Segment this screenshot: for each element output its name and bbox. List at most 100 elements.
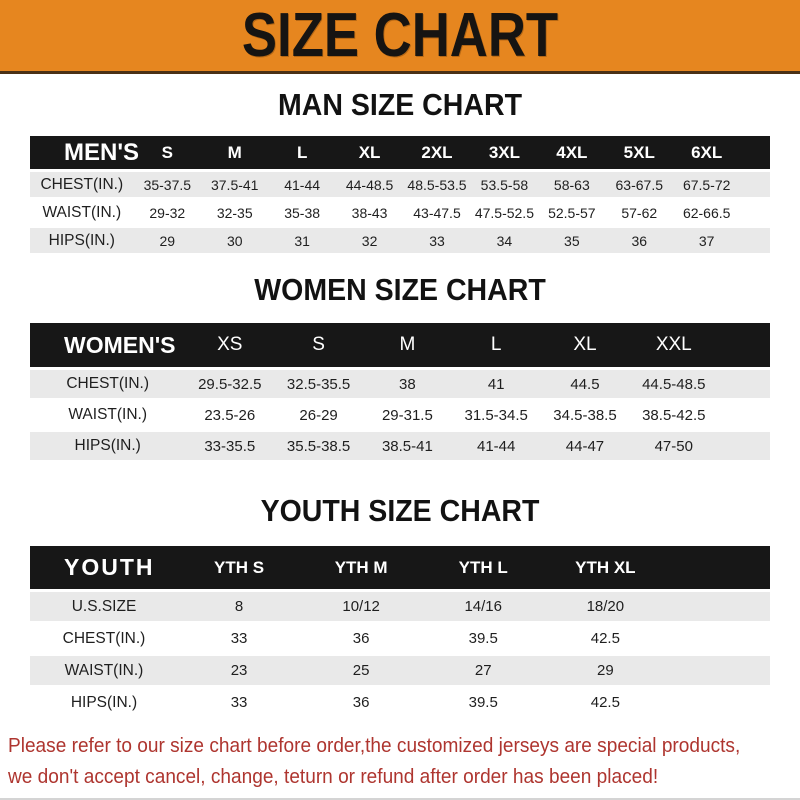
size-value: 33-35.5 [185,432,275,460]
column-header: L [268,136,336,169]
column-header: 4XL [538,136,606,169]
size-value: 33 [178,624,301,653]
women-size-table: WOMEN'S XS S M L XL XXL CHEST(IN.) 29.5-32.5 32.5… [30,320,770,463]
table-header-label: MEN'S [30,136,139,169]
size-value: 26-29 [274,401,363,429]
size-value: 38.5-41 [362,432,452,460]
row-label: CHEST(IN.) [30,370,186,398]
size-value: 52.5-57 [538,200,606,225]
size-value: 38 [362,370,452,398]
size-value: 32 [335,228,404,253]
size-value: 29 [544,656,667,685]
table-header-row: WOMEN'S XS S M L XL XXL [30,323,770,367]
row-label: CHEST(IN.) [30,624,178,653]
table-header-row: MEN'S S M L XL 2XL 3XL 4XL 5XL 6XL [30,136,770,169]
filler-cell [666,592,770,621]
row-label: HIPS(IN.) [30,688,178,717]
size-value: 23.5-26 [185,401,275,429]
column-header: YTH XL [544,546,667,589]
table-header-label: WOMEN'S [30,323,186,367]
size-chart-banner: SIZE CHART [0,0,800,74]
size-value: 34 [470,228,539,253]
table-header-label: YOUTH [30,546,178,589]
women-size-chart-section: WOMEN SIZE CHART WOMEN'S XS S M L XL XXL CHEST(… [0,272,800,463]
size-value: 38.5-42.5 [629,401,719,429]
size-value: 44.5 [540,370,630,398]
filler-cell [740,172,770,197]
table-row: U.S.SIZE 8 10/12 14/16 18/20 [30,592,770,621]
column-header: S [133,136,202,169]
size-value: 29.5-32.5 [185,370,275,398]
table-row: WAIST(IN.) 29-32 32-35 35-38 38-43 43-47.5 47.… [30,200,770,225]
table-row: HIPS(IN.) 33 36 39.5 42.5 [30,688,770,717]
row-label: WAIST(IN.) [30,656,178,685]
size-value: 44.5-48.5 [629,370,719,398]
filler-cell [666,656,770,685]
size-value: 35.5-38.5 [274,432,363,460]
filler-cell [666,688,770,717]
policy-line-1: Please refer to our size chart before or… [8,734,741,757]
filler-cell [718,432,770,460]
size-value: 41-44 [451,432,541,460]
youth-section-title: YOUTH SIZE CHART [260,493,540,528]
size-value: 31.5-34.5 [451,401,541,429]
size-value: 33 [178,688,301,717]
column-header: XL [540,323,630,367]
man-size-chart-section: MAN SIZE CHART MEN'S S M L XL 2XL 3XL 4XL 5XL 6XL… [0,87,800,256]
filler-cell [718,323,770,367]
size-value: 25 [300,656,423,685]
size-value: 67.5-72 [672,172,741,197]
row-label: HIPS(IN.) [30,228,134,253]
size-value: 14/16 [422,592,545,621]
size-value: 36 [300,688,423,717]
youth-size-chart-section: YOUTH SIZE CHART YOUTH YTH S YTH M YTH L YTH… [0,493,800,720]
size-value: 35-37.5 [133,172,202,197]
filler-cell [666,624,770,653]
column-header: M [201,136,269,169]
size-value: 8 [178,592,301,621]
filler-cell [666,546,770,589]
men-size-table: MEN'S S M L XL 2XL 3XL 4XL 5XL 6XL CHEST(IN.) 35-37… [30,133,770,256]
size-value: 53.5-58 [470,172,539,197]
column-header: 6XL [672,136,741,169]
size-value: 39.5 [422,624,545,653]
size-value: 27 [422,656,545,685]
size-value: 34.5-38.5 [540,401,630,429]
size-value: 47.5-52.5 [470,200,539,225]
size-value: 32.5-35.5 [274,370,363,398]
table-row: WAIST(IN.) 23 25 27 29 [30,656,770,685]
size-value: 29-32 [133,200,202,225]
filler-cell [740,228,770,253]
column-header: XL [335,136,404,169]
size-value: 41 [451,370,541,398]
row-label: WAIST(IN.) [30,401,186,429]
row-label: CHEST(IN.) [30,172,134,197]
column-header: 3XL [470,136,539,169]
size-value: 43-47.5 [403,200,471,225]
table-header-row: YOUTH YTH S YTH M YTH L YTH XL [30,546,770,589]
size-value: 47-50 [629,432,719,460]
column-header: M [362,323,452,367]
size-value: 10/12 [300,592,423,621]
column-header: XXL [629,323,719,367]
size-value: 30 [201,228,269,253]
size-value: 35-38 [268,200,336,225]
policy-line-2: we don't accept cancel, change, teturn o… [8,765,659,788]
size-value: 32-35 [201,200,269,225]
column-header: 5XL [605,136,673,169]
size-value: 38-43 [335,200,404,225]
bottom-strip [0,798,800,800]
man-section-title: MAN SIZE CHART [277,87,523,122]
size-value: 44-47 [540,432,630,460]
table-row: CHEST(IN.) 29.5-32.5 32.5-35.5 38 41 44.5 44.5… [30,370,770,398]
size-value: 29 [133,228,202,253]
size-value: 37 [672,228,741,253]
filler-cell [718,401,770,429]
column-header: YTH M [300,546,423,589]
row-label: U.S.SIZE [30,592,178,621]
filler-cell [718,370,770,398]
banner-title: SIZE CHART [241,1,559,70]
row-label: HIPS(IN.) [30,432,186,460]
size-value: 36 [300,624,423,653]
size-value: 36 [605,228,673,253]
